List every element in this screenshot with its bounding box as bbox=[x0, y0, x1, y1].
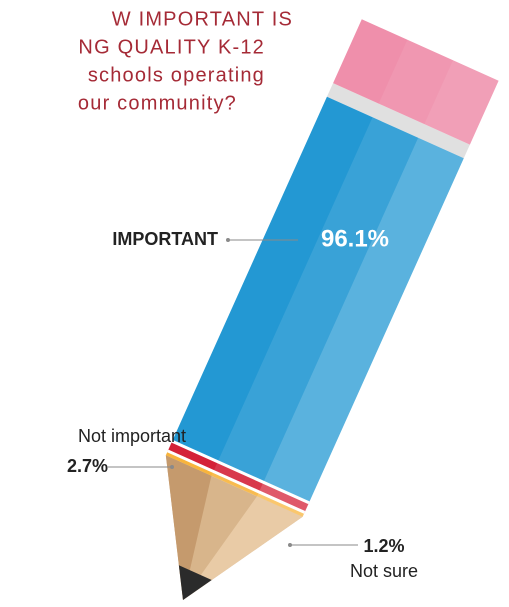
segment bbox=[167, 441, 309, 513]
segment-gap bbox=[167, 449, 306, 514]
pencil-band bbox=[326, 83, 470, 159]
value-label: 96.1% bbox=[321, 225, 389, 252]
connector-dot bbox=[170, 465, 174, 469]
category-label: Not sure bbox=[350, 561, 418, 581]
body-shade bbox=[257, 137, 464, 517]
connector-dot bbox=[288, 543, 292, 547]
gaps bbox=[167, 439, 310, 514]
value-label: 2.7% bbox=[67, 456, 108, 476]
pencil-graphite bbox=[178, 565, 212, 600]
title-line: NG QUALITY K-12 bbox=[78, 36, 265, 58]
category-label: IMPORTANT bbox=[112, 229, 218, 249]
body-shade bbox=[211, 117, 419, 497]
eraser-shade bbox=[424, 60, 499, 145]
title-line: our community? bbox=[78, 92, 237, 114]
value-label: 1.2% bbox=[363, 536, 404, 556]
pencil-body bbox=[165, 96, 464, 517]
eraser-shade bbox=[378, 39, 453, 125]
connector-dot bbox=[226, 238, 230, 242]
category-label: Not important bbox=[78, 426, 186, 446]
title-line: schools operating bbox=[88, 64, 265, 86]
pencil-wood-light bbox=[183, 496, 303, 600]
title-line: W IMPORTANT IS bbox=[112, 8, 293, 30]
pencil-wood-shade bbox=[165, 455, 212, 600]
segment-gap bbox=[171, 439, 310, 505]
segment bbox=[165, 450, 305, 517]
pencil-eraser bbox=[333, 19, 499, 145]
segment bbox=[172, 96, 464, 503]
pencil bbox=[165, 19, 499, 600]
